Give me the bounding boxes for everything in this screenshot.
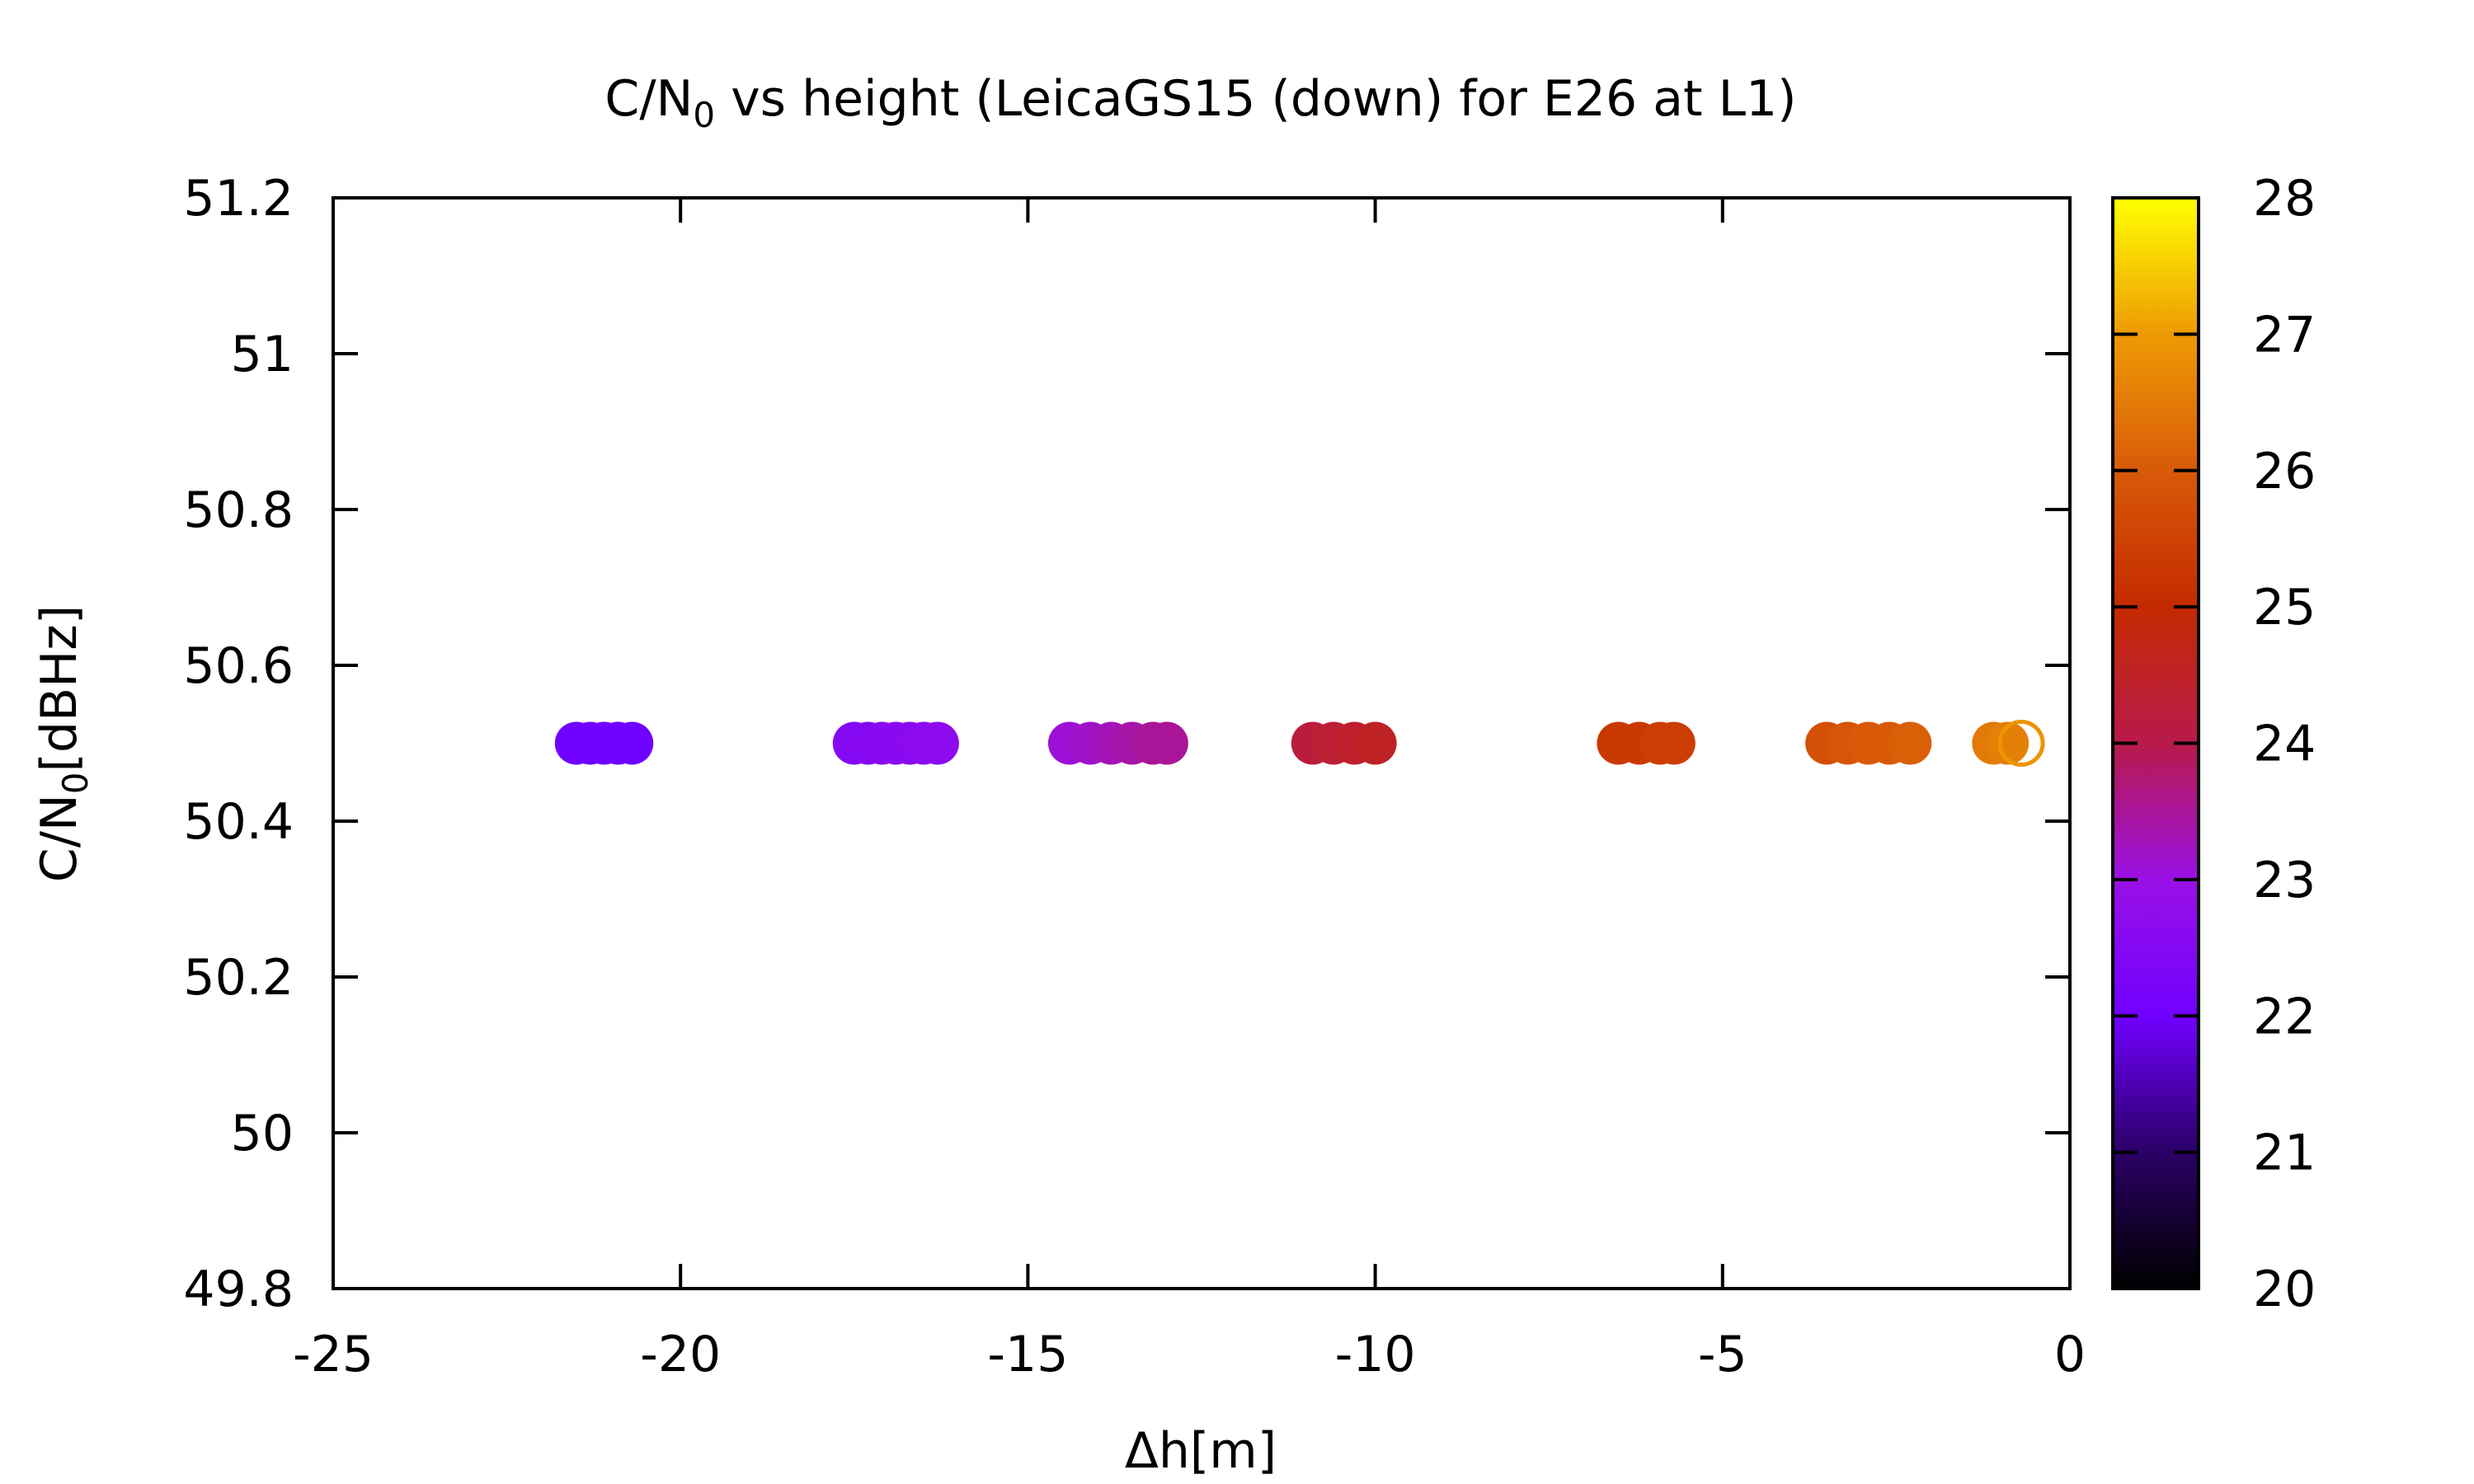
data-point (610, 721, 654, 765)
x-tick-labels: -25 -20 -15 -10 -5 0 (293, 1326, 2086, 1383)
colorbar-tick-label: 24 (2253, 716, 2316, 773)
x-tick-label: -10 (1335, 1326, 1416, 1383)
y-tick-label: 51.2 (183, 170, 294, 228)
chart-title: C/N0 vs height (LeicaGS15 (down) for E26… (604, 70, 1796, 135)
data-point (1997, 720, 2045, 767)
x-tick-label: -20 (640, 1326, 721, 1383)
data-point (1986, 721, 2030, 765)
colorbar-tick-label: 21 (2253, 1125, 2316, 1182)
plot-frame (332, 196, 2072, 1290)
colorbar-tick-labels: 20 21 22 23 24 25 26 27 28 (2253, 170, 2316, 1318)
colorbar-ticks (2113, 196, 2199, 1290)
y-tick-label: 50.2 (183, 949, 294, 1007)
x-axis-label: Δh[m] (1125, 1422, 1277, 1480)
y-tick-label: 50 (231, 1105, 294, 1162)
y-tick-labels: 49.8 50 50.2 50.4 50.6 50.8 51 51.2 (183, 170, 294, 1318)
chart-title-subscript: 0 (693, 95, 715, 135)
y-tick-label: 50.4 (183, 793, 294, 851)
data-point (1888, 721, 1932, 765)
data-point (1145, 721, 1188, 765)
x-tick-label: -5 (1698, 1326, 1747, 1383)
data-point (915, 721, 959, 765)
x-tick-label: -25 (293, 1326, 374, 1383)
data-points (554, 720, 2045, 767)
y-axis-label-subscript: 0 (55, 772, 96, 794)
data-point (1353, 721, 1397, 765)
y-tick-label: 50.6 (183, 637, 294, 695)
colorbar-tick-label: 23 (2253, 852, 2316, 909)
colorbar-tick-label: 25 (2253, 579, 2316, 636)
x-tick-label: 0 (2054, 1326, 2086, 1383)
y-axis-label: C/N0[dBHz] (31, 605, 96, 882)
colorbar-tick-label: 27 (2253, 306, 2316, 364)
y-tick-label: 49.8 (183, 1261, 294, 1318)
y-tick-label: 50.8 (183, 481, 294, 539)
colorbar-tick-label: 22 (2253, 988, 2316, 1045)
colorbar-tick-label: 28 (2253, 170, 2316, 228)
y-tick-label: 51 (231, 326, 294, 383)
colorbar-tick-label: 26 (2253, 443, 2316, 500)
colorbar-tick-label: 20 (2253, 1261, 2316, 1318)
data-point (1652, 721, 1696, 765)
x-tick-label: -15 (987, 1326, 1068, 1383)
